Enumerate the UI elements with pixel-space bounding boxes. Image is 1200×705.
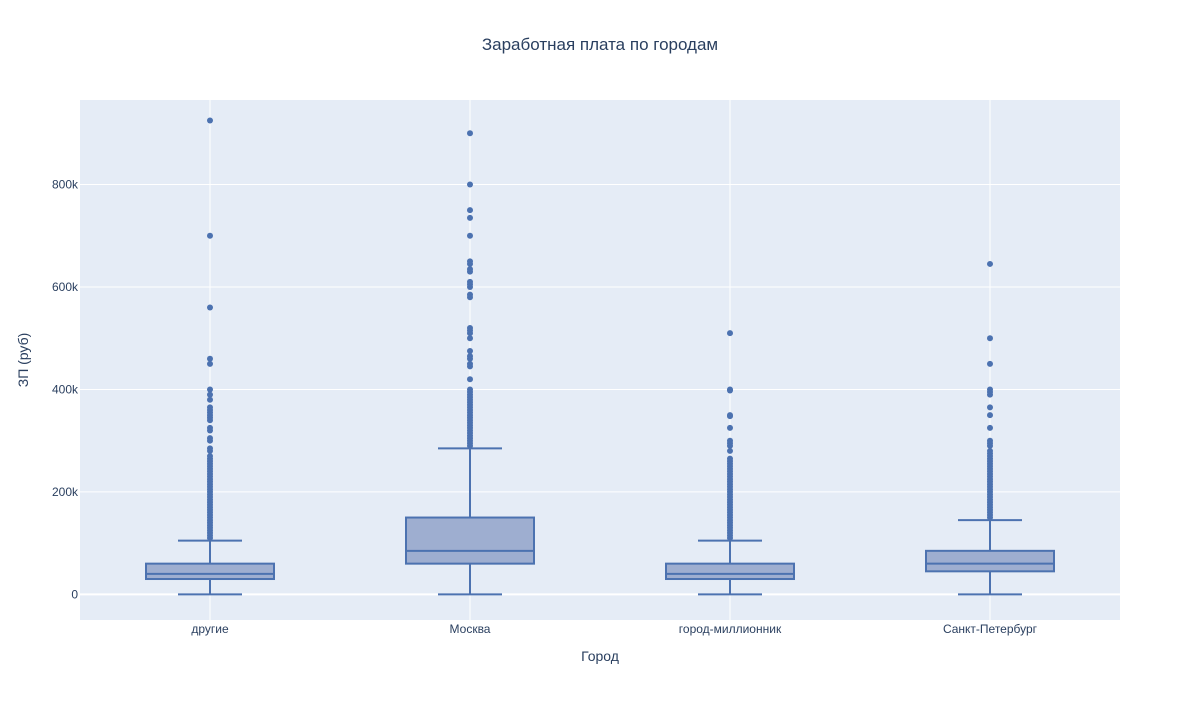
x-axis-title: Город [581, 648, 619, 664]
plot-area [80, 100, 1120, 620]
outlier-point [987, 424, 993, 431]
outlier-point [467, 130, 473, 137]
outlier-point [987, 391, 993, 398]
outlier-point [207, 535, 213, 542]
outlier-point [207, 117, 213, 124]
box-iqr [925, 549, 1055, 573]
box-trace [405, 130, 535, 596]
y-axis-title: ЗП (руб) [15, 333, 31, 388]
outlier-point [727, 330, 733, 337]
outlier-point [207, 427, 213, 434]
outlier-point [467, 330, 473, 337]
outlier-point [987, 360, 993, 367]
outlier-point [467, 355, 473, 362]
outlier-point [467, 348, 473, 355]
x-tick-label: город-миллионник [679, 622, 782, 636]
outlier-point [727, 424, 733, 431]
outlier-point [207, 232, 213, 239]
outlier-point [987, 412, 993, 419]
outlier-point [467, 335, 473, 342]
y-axis-ticks: 0 200k 400k 600k 800k [52, 178, 79, 602]
x-axis-ticks: другие Москва город-миллионник Санкт-Петерб… [191, 622, 1037, 636]
outlier-point [727, 535, 733, 542]
y-tick-label: 200k [52, 485, 79, 499]
outlier-point [467, 442, 473, 449]
outlier-point [467, 232, 473, 239]
box-iqr [665, 562, 795, 581]
outlier-point [987, 442, 993, 449]
outlier-point [467, 376, 473, 383]
y-tick-label: 0 [71, 587, 78, 601]
outlier-point [207, 386, 213, 393]
chart-title: Заработная плата по городам [482, 35, 718, 54]
box-traces [145, 117, 1055, 596]
x-tick-label: Москва [450, 622, 491, 636]
outlier-point [207, 417, 213, 424]
outlier-point [467, 260, 473, 267]
y-tick-label: 800k [52, 178, 79, 192]
x-tick-label: Санкт-Петербург [943, 622, 1038, 636]
box-trace [665, 330, 795, 596]
outlier-point [207, 360, 213, 367]
outlier-point [987, 335, 993, 342]
outlier-point [727, 387, 733, 394]
outlier-point [207, 391, 213, 398]
outlier-point [467, 207, 473, 214]
outlier-point [207, 304, 213, 311]
outlier-point [727, 447, 733, 454]
outlier-point [207, 355, 213, 362]
outlier-point [207, 396, 213, 403]
box-iqr [145, 562, 275, 581]
y-tick-label: 600k [52, 280, 79, 294]
box-trace [925, 260, 1055, 596]
y-tick-label: 400k [52, 382, 79, 396]
outlier-point [727, 442, 733, 449]
outlier-point [467, 283, 473, 290]
outlier-point [987, 404, 993, 411]
outlier-point [207, 437, 213, 444]
outlier-point [467, 268, 473, 275]
box-trace [145, 117, 275, 596]
box-iqr [405, 516, 535, 565]
outlier-point [987, 260, 993, 267]
outlier-point [207, 447, 213, 454]
outlier-point [467, 181, 473, 188]
x-tick-label: другие [191, 622, 229, 636]
outlier-point [727, 413, 733, 420]
outlier-point [467, 294, 473, 301]
outlier-point [987, 514, 993, 521]
outlier-point [467, 214, 473, 221]
outlier-point [467, 363, 473, 370]
